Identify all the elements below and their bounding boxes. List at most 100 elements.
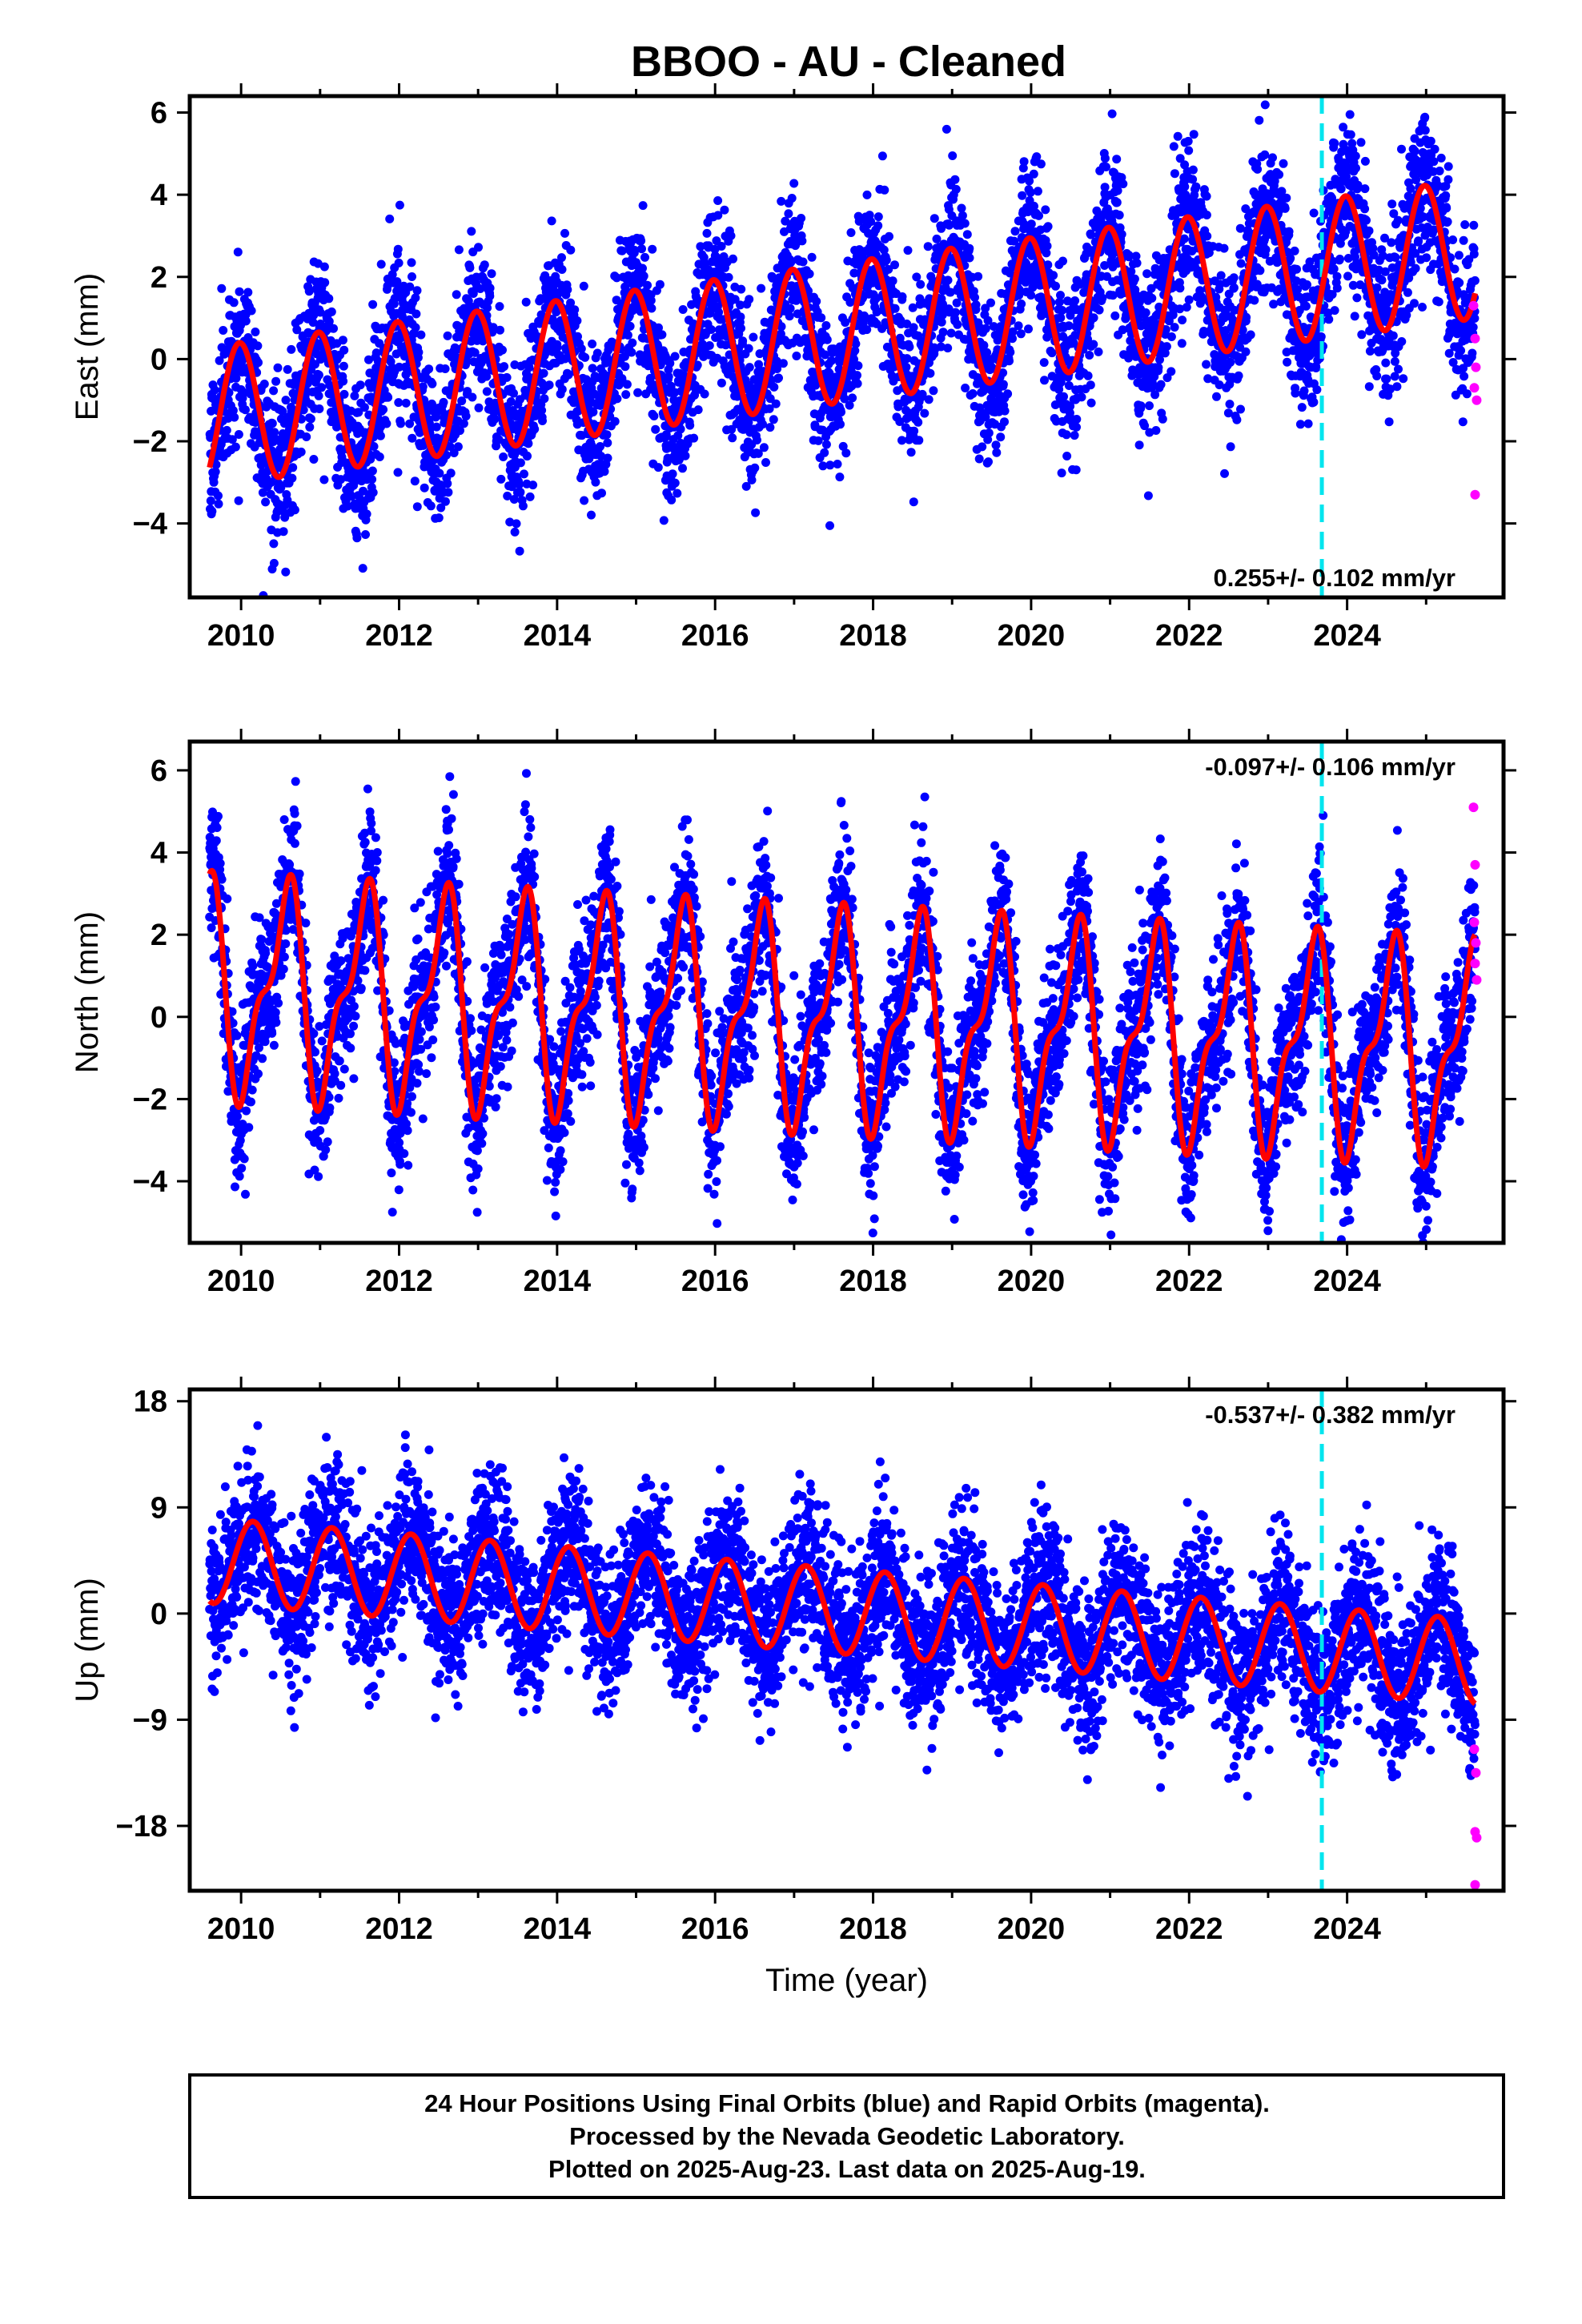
final-orbit-point bbox=[962, 230, 972, 239]
final-orbit-point bbox=[496, 474, 506, 484]
final-orbit-point bbox=[540, 394, 549, 404]
final-orbit-point bbox=[951, 308, 960, 317]
final-orbit-point bbox=[580, 496, 589, 505]
final-orbit-point bbox=[287, 473, 297, 483]
final-orbit-point bbox=[970, 292, 979, 302]
final-orbit-point bbox=[745, 363, 754, 372]
final-orbit-point bbox=[485, 283, 495, 293]
final-orbit-point bbox=[574, 445, 584, 455]
final-orbit-point bbox=[444, 488, 453, 497]
final-orbit-point bbox=[942, 124, 951, 134]
final-orbit-point bbox=[657, 330, 667, 340]
final-orbit-point bbox=[1039, 358, 1049, 368]
final-orbit-point bbox=[610, 416, 620, 426]
final-orbit-point bbox=[630, 246, 640, 255]
figure-title: BBOO - AU - Cleaned bbox=[631, 38, 1066, 86]
final-orbit-point bbox=[750, 463, 760, 472]
final-orbit-point bbox=[1279, 159, 1288, 168]
final-orbit-point bbox=[1346, 130, 1355, 139]
final-orbit-point bbox=[923, 242, 933, 251]
final-orbit-point bbox=[1072, 415, 1082, 424]
final-orbit-point bbox=[1362, 215, 1371, 225]
final-orbit-point bbox=[848, 393, 857, 403]
final-orbit-point bbox=[507, 482, 516, 492]
final-orbit-point bbox=[1316, 332, 1326, 341]
final-orbit-point bbox=[251, 328, 260, 336]
final-orbit-point bbox=[414, 348, 424, 357]
final-orbit-point bbox=[974, 271, 983, 281]
final-orbit-point bbox=[757, 283, 766, 293]
final-orbit-point bbox=[736, 312, 745, 322]
final-orbit-point bbox=[463, 387, 472, 396]
final-orbit-point bbox=[1170, 323, 1179, 332]
final-orbit-point bbox=[1098, 293, 1107, 303]
final-orbit-point bbox=[591, 477, 600, 487]
final-orbit-point bbox=[1202, 211, 1211, 219]
final-orbit-point bbox=[281, 567, 291, 577]
final-orbit-point bbox=[1357, 330, 1367, 340]
final-orbit-point bbox=[765, 423, 775, 432]
final-orbit-point bbox=[665, 359, 675, 368]
final-orbit-point bbox=[367, 466, 377, 476]
final-orbit-point bbox=[1000, 406, 1010, 416]
final-orbit-point bbox=[239, 388, 249, 397]
final-orbit-point bbox=[1330, 306, 1339, 316]
final-orbit-point bbox=[521, 297, 531, 307]
final-orbit-point bbox=[496, 325, 504, 335]
final-orbit-point bbox=[1136, 401, 1146, 411]
final-orbit-point bbox=[465, 263, 475, 272]
final-orbit-point bbox=[885, 231, 893, 241]
final-orbit-point bbox=[411, 293, 420, 303]
final-orbit-point bbox=[278, 406, 287, 416]
final-orbit-point bbox=[1291, 388, 1300, 398]
final-orbit-point bbox=[364, 355, 373, 364]
final-orbit-point bbox=[488, 323, 498, 332]
final-orbit-point bbox=[1356, 138, 1366, 147]
final-orbit-point bbox=[981, 324, 990, 333]
final-orbit-point bbox=[880, 185, 889, 195]
final-orbit-point bbox=[853, 361, 863, 371]
final-orbit-point bbox=[785, 312, 794, 321]
final-orbit-point bbox=[1219, 243, 1229, 253]
final-orbit-point bbox=[846, 228, 856, 237]
final-orbit-point bbox=[654, 323, 663, 332]
final-orbit-point bbox=[440, 364, 450, 373]
final-orbit-point bbox=[443, 479, 452, 489]
final-orbit-point bbox=[474, 243, 483, 252]
final-orbit-point bbox=[651, 424, 661, 434]
final-orbit-point bbox=[560, 228, 569, 238]
final-orbit-point bbox=[350, 391, 359, 400]
final-orbit-point bbox=[512, 519, 521, 529]
final-orbit-point bbox=[1014, 321, 1023, 331]
final-orbit-point bbox=[270, 428, 279, 437]
final-orbit-point bbox=[512, 447, 521, 456]
final-orbit-point bbox=[943, 344, 953, 353]
final-orbit-point bbox=[387, 270, 397, 279]
final-orbit-point bbox=[1072, 422, 1081, 432]
final-orbit-point bbox=[1141, 308, 1150, 317]
final-orbit-point bbox=[420, 483, 429, 493]
final-orbit-point bbox=[920, 408, 930, 418]
final-orbit-point bbox=[797, 214, 806, 223]
final-orbit-point bbox=[991, 440, 1001, 450]
final-orbit-point bbox=[668, 469, 677, 479]
final-orbit-point bbox=[821, 321, 831, 330]
final-orbit-point bbox=[649, 412, 659, 420]
final-orbit-point bbox=[395, 200, 404, 210]
final-orbit-point bbox=[1005, 356, 1014, 366]
final-orbit-point bbox=[1226, 442, 1235, 452]
final-orbit-point bbox=[456, 426, 464, 436]
final-orbit-point bbox=[269, 386, 279, 396]
final-orbit-point bbox=[459, 419, 468, 428]
final-orbit-point bbox=[1134, 440, 1144, 450]
final-orbit-point bbox=[439, 397, 448, 407]
final-orbit-point bbox=[516, 488, 525, 497]
final-orbit-point bbox=[749, 332, 758, 342]
final-orbit-point bbox=[1360, 184, 1370, 194]
final-orbit-point bbox=[290, 505, 299, 515]
final-orbit-point bbox=[306, 414, 315, 424]
final-orbit-point bbox=[241, 316, 251, 326]
final-orbit-point bbox=[1290, 246, 1299, 255]
final-orbit-point bbox=[267, 477, 276, 487]
final-orbit-point bbox=[1019, 157, 1029, 167]
